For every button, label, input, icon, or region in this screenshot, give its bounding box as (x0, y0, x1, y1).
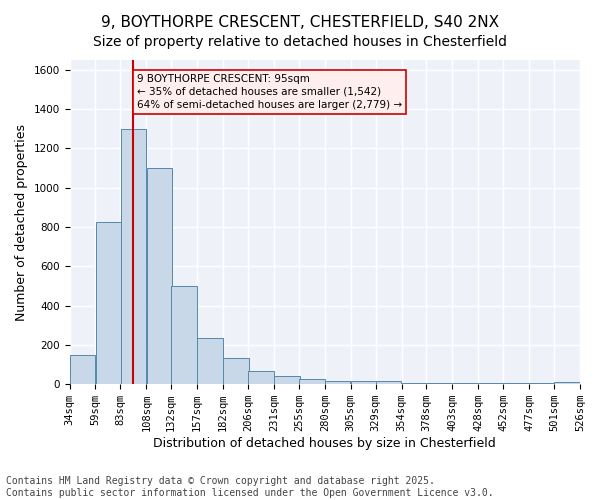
Bar (197, 338, 223, 384)
Bar (402, 382, 427, 384)
Bar (299, 380, 325, 384)
Bar (70, 354, 95, 384)
Bar (146, 168, 172, 384)
Bar (503, 383, 529, 384)
X-axis label: Distribution of detached houses by size in Chesterfield: Distribution of detached houses by size … (154, 437, 496, 450)
Bar (172, 286, 197, 384)
Bar (325, 382, 350, 384)
Bar (223, 358, 249, 384)
Bar (96, 222, 121, 384)
Text: 9 BOYTHORPE CRESCENT: 95sqm
← 35% of detached houses are smaller (1,542)
64% of : 9 BOYTHORPE CRESCENT: 95sqm ← 35% of det… (137, 74, 402, 110)
Bar (529, 383, 555, 384)
Bar (376, 382, 401, 384)
Bar (554, 382, 580, 384)
Bar (351, 382, 376, 384)
Y-axis label: Number of detached properties: Number of detached properties (15, 124, 28, 320)
Text: Contains HM Land Registry data © Crown copyright and database right 2025.
Contai: Contains HM Land Registry data © Crown c… (6, 476, 494, 498)
Bar (121, 129, 146, 384)
Bar (479, 383, 504, 384)
Text: Size of property relative to detached houses in Chesterfield: Size of property relative to detached ho… (93, 35, 507, 49)
Bar (427, 382, 452, 384)
Text: 9, BOYTHORPE CRESCENT, CHESTERFIELD, S40 2NX: 9, BOYTHORPE CRESCENT, CHESTERFIELD, S40… (101, 15, 499, 30)
Bar (248, 372, 274, 384)
Bar (274, 376, 299, 384)
Bar (452, 383, 478, 384)
